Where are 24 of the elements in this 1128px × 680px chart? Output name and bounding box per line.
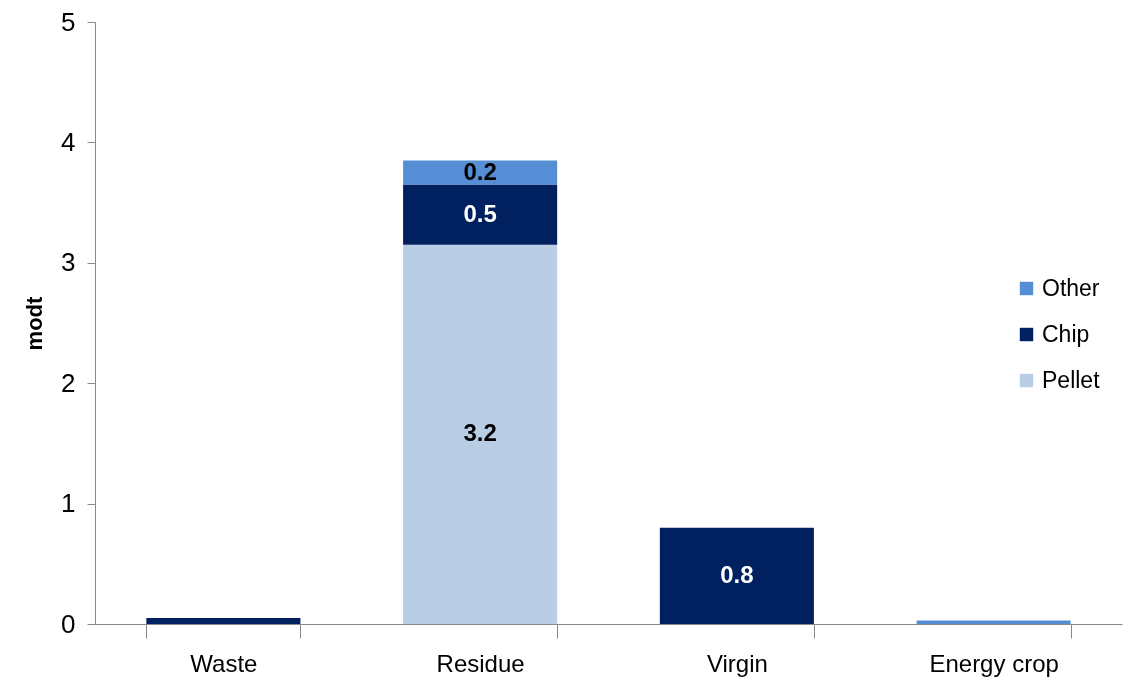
- bar: [403, 244, 558, 624]
- y-tick-label: 5: [61, 6, 76, 37]
- y-tick-label: 3: [61, 247, 76, 278]
- y-tick-label: 2: [61, 367, 76, 398]
- bar: [916, 620, 1071, 624]
- x-tick-label: Virgin: [706, 649, 768, 677]
- data-label: 3.2: [463, 419, 497, 447]
- legend-label: Other: [1042, 274, 1100, 301]
- y-tick-label: 0: [61, 608, 76, 639]
- y-axis-title: modt: [22, 295, 48, 351]
- x-tick-label: Energy crop: [929, 649, 1059, 677]
- x-tick-label: Residue: [436, 649, 525, 677]
- bar: [403, 184, 558, 245]
- bar: [659, 527, 814, 624]
- y-tick-label: 4: [61, 126, 76, 157]
- legend-label: Pellet: [1042, 366, 1101, 393]
- data-label: 0.2: [463, 157, 497, 185]
- data-label: 0.5: [463, 199, 497, 227]
- x-tick-label: Waste: [190, 649, 258, 677]
- data-label: 0.8: [720, 560, 754, 588]
- bar: [146, 617, 301, 624]
- bar: [403, 160, 558, 185]
- legend-label: Chip: [1042, 320, 1090, 347]
- y-tick-label: 1: [61, 488, 76, 519]
